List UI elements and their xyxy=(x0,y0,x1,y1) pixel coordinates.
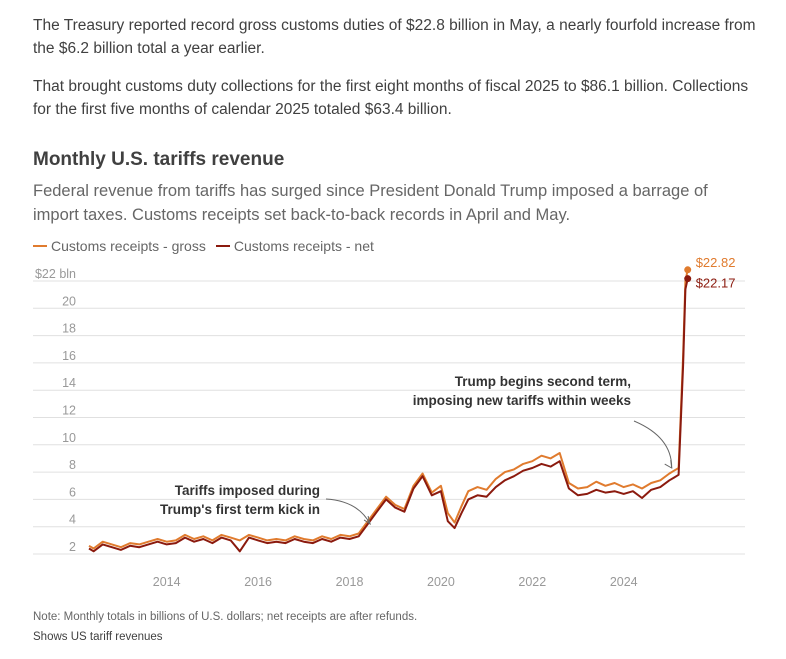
y-tick-label-2: 2 xyxy=(69,540,76,554)
end-label-gross: $22.82 xyxy=(696,255,736,270)
x-tick-label-2018: 2018 xyxy=(336,575,364,589)
legend-swatch-net xyxy=(215,245,230,247)
x-tick-label-2022: 2022 xyxy=(518,575,546,589)
annotation-first-term-arrow xyxy=(325,498,371,525)
article-paragraph-2: That brought customs duty collections fo… xyxy=(33,78,749,118)
legend-label-gross: Customs receipts - gross xyxy=(51,238,206,254)
annotation-first-term-line-1: Tariffs imposed during xyxy=(175,483,320,498)
line-chart: 2 4 6 8 10 12 14 16 18 20 $22 bln 2014 2016 2018 2020 2… xyxy=(33,255,745,589)
end-point-gross xyxy=(684,266,692,274)
end-label-net: $22.17 xyxy=(696,276,736,291)
y-tick-label-22: $22 bln xyxy=(35,267,76,281)
x-tick-label-2014: 2014 xyxy=(153,575,181,589)
chart-subtitle: Federal revenue from tariffs has surged … xyxy=(33,182,708,224)
y-tick-label-6: 6 xyxy=(69,485,76,499)
annotation-second-term-line-2: imposing new tariffs within weeks xyxy=(413,393,631,408)
y-tick-label-4: 4 xyxy=(69,513,76,527)
end-point-net xyxy=(684,275,692,283)
series-line-net xyxy=(88,278,689,553)
legend-swatch-gross xyxy=(33,245,47,247)
x-tick-label-2024: 2024 xyxy=(610,575,638,589)
legend-label-net: Customs receipts - net xyxy=(233,238,374,254)
y-tick-label-12: 12 xyxy=(62,404,76,418)
chart-legend: Customs receipts - gross Customs receipt… xyxy=(33,238,374,254)
y-tick-label-10: 10 xyxy=(62,431,76,445)
annotation-second-term-line-1: Trump begins second term, xyxy=(455,374,631,389)
annotation-second-term-arrowhead xyxy=(664,459,673,469)
x-tick-label-2016: 2016 xyxy=(244,575,272,589)
chart-note: Note: Monthly totals in billions of U.S.… xyxy=(33,611,418,623)
article-paragraph-1: The Treasury reported record gross custo… xyxy=(33,17,756,57)
y-tick-label-8: 8 xyxy=(69,458,76,472)
y-tick-label-14: 14 xyxy=(62,376,76,390)
chart-caption: Shows US tariff revenues xyxy=(33,631,163,643)
chart-title: Monthly U.S. tariffs revenue xyxy=(33,149,285,170)
legend-item-gross: Customs receipts - gross xyxy=(33,238,206,254)
legend-item-net: Customs receipts - net xyxy=(215,238,374,254)
annotation-first-term-arrowhead xyxy=(363,515,371,526)
y-tick-label-20: 20 xyxy=(62,294,76,308)
annotation-first-term-line-2: Trump's first term kick in xyxy=(160,502,320,517)
y-tick-label-16: 16 xyxy=(62,349,76,363)
y-tick-label-18: 18 xyxy=(62,322,76,336)
x-tick-label-2020: 2020 xyxy=(427,575,455,589)
